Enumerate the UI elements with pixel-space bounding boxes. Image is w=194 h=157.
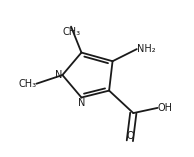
Text: CH₃: CH₃: [62, 27, 80, 37]
Text: N: N: [78, 97, 85, 108]
Text: NH₂: NH₂: [137, 44, 155, 54]
Text: CH₃: CH₃: [18, 79, 36, 89]
Text: OH: OH: [158, 103, 172, 113]
Text: O: O: [126, 131, 134, 141]
Text: N: N: [55, 70, 62, 80]
